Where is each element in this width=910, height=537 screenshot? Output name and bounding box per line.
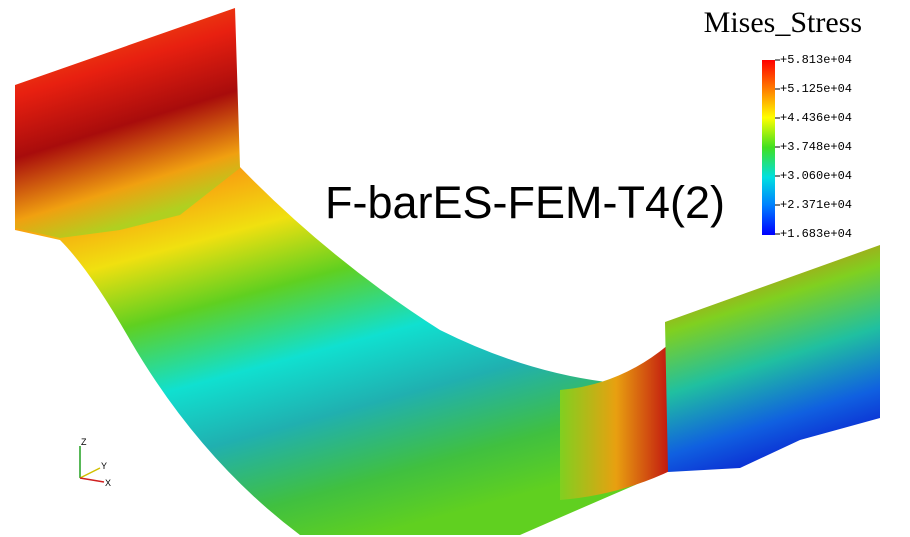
y-label: Y: [101, 461, 107, 471]
legend-title: Mises_Stress: [704, 6, 862, 39]
legend-label: +2.371e+04: [780, 198, 852, 212]
mesh-model: [15, 8, 880, 535]
legend-label: +3.060e+04: [780, 169, 852, 183]
y-axis: [80, 468, 100, 478]
bend-region: [560, 345, 672, 500]
viewport: Mises_Stress +5.813e+04 +5.125e+04 +4.436e…: [0, 0, 910, 537]
legend-label: +3.748e+04: [780, 140, 852, 154]
x-axis: [80, 478, 104, 482]
right-flange: [665, 245, 880, 472]
legend-label: +5.813e+04: [780, 53, 852, 67]
legend-labels: +5.813e+04 +5.125e+04 +4.436e+04 +3.748e+04…: [775, 53, 852, 241]
legend-label: +4.436e+04: [780, 111, 852, 125]
axis-triad: Z Y X: [80, 437, 111, 488]
legend-colorbar: [762, 60, 775, 235]
legend-label: +5.125e+04: [780, 82, 852, 96]
x-label: X: [105, 478, 111, 488]
legend-label: +1.683e+04: [780, 227, 852, 241]
annotation: F-barES-FEM-T4(2): [325, 177, 725, 228]
z-label: Z: [81, 437, 87, 447]
